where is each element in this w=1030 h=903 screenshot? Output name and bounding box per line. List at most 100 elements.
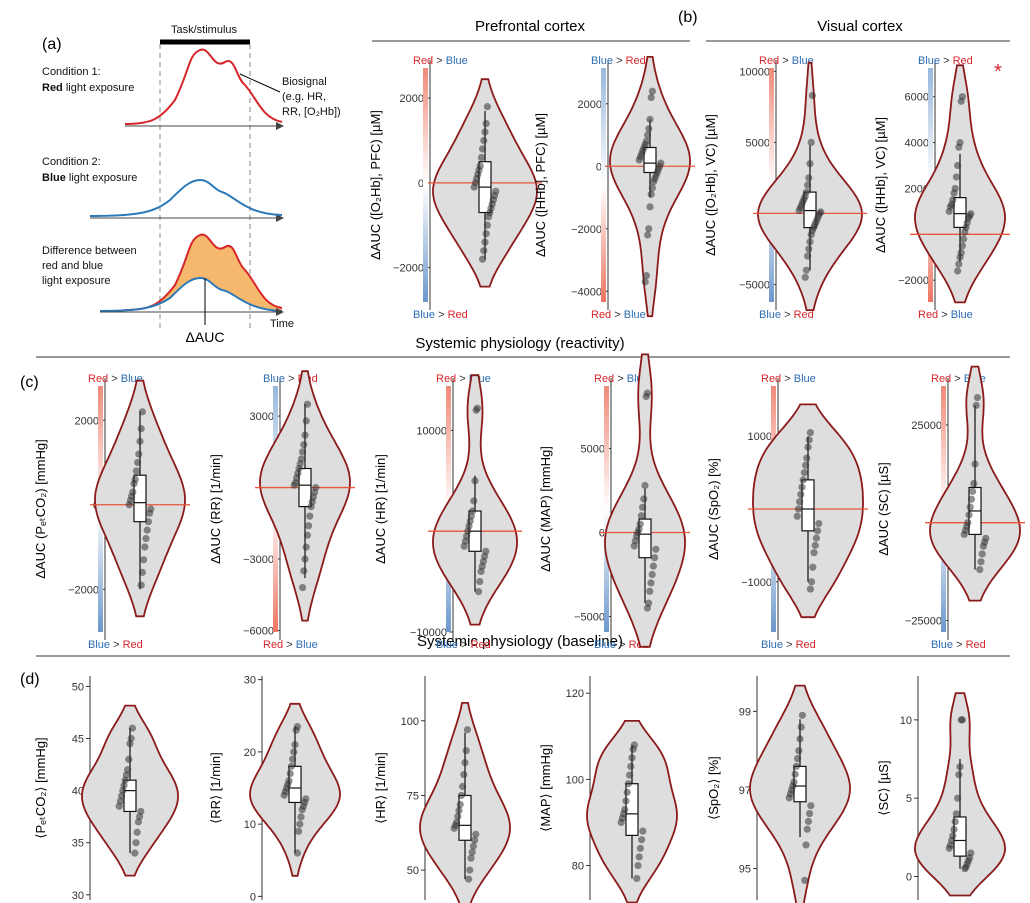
point-d5-4 (794, 754, 802, 763)
point-d4-2 (628, 754, 636, 762)
tick-label-c5-0: −1000 (741, 577, 772, 589)
point-d3-15 (468, 848, 476, 856)
point-c5-7 (798, 483, 806, 491)
point-a2-4 (644, 131, 652, 139)
point-d3-17 (466, 866, 474, 874)
point-c2-20 (302, 543, 310, 551)
point-d4-5 (624, 780, 633, 788)
colorbar-top-label-a2: Blue > Red (591, 55, 646, 67)
colorbar-top-label-a2-first: Blue (591, 55, 613, 67)
biosignal-pointer (239, 73, 281, 93)
tick-label-a2-0: −4000 (571, 286, 602, 298)
colorbar-top-label-a1: Red > Blue (413, 55, 468, 67)
point-c4-1 (642, 392, 650, 401)
point-c3-11 (460, 542, 468, 550)
point-d4-15 (635, 853, 643, 861)
point-d3-7 (455, 806, 463, 815)
point-a1-21 (481, 238, 489, 246)
point-c2-11 (290, 481, 298, 489)
colorbar-top-label-c3-gt: > (456, 373, 469, 385)
y-label-d4: ⟨MAP⟩ [mmHg] (538, 744, 553, 831)
point-c4-12 (652, 545, 660, 553)
colorbar-bottom-label-c1: Blue > Red (88, 639, 143, 651)
point-c4-15 (648, 570, 656, 579)
colorbar-top-label-c3: Red > Blue (436, 373, 491, 385)
colorbar-top-label-a1-second: Blue (446, 55, 468, 67)
point-d4-12 (639, 827, 647, 835)
point-d4-16 (634, 861, 642, 870)
point-d4-11 (617, 818, 625, 827)
point-c5-11 (793, 512, 801, 520)
point-c3-3 (470, 497, 478, 505)
point-c5-18 (808, 578, 816, 586)
point-b1-11 (795, 206, 803, 215)
point-d6-4 (954, 794, 962, 802)
point-b1-4 (804, 181, 812, 189)
point-d4-1 (629, 745, 637, 753)
point-d4-3 (627, 762, 635, 771)
point-d3-16 (467, 854, 475, 862)
point-c1-5 (132, 467, 140, 475)
colorbar-bottom-label-a2-first: Red (591, 309, 611, 321)
point-c1-4 (134, 458, 142, 467)
point-c3-16 (477, 567, 485, 576)
colorbar-bottom-label-c6-second: Red (966, 639, 986, 651)
point-d5-2 (796, 735, 804, 743)
point-c1-19 (138, 568, 146, 576)
colorbar-bottom-label-a2: Red > Blue (591, 309, 646, 321)
tick-label-a2-3: 2000 (578, 99, 602, 111)
point-d5-16 (802, 841, 810, 849)
signal-red-diff (124, 233, 283, 311)
colorbar-bottom-label-c6-gt: > (953, 639, 966, 651)
point-c1-2 (136, 437, 144, 445)
colorbar-bottom-label-c6-first: Blue (931, 639, 953, 651)
box-c2 (298, 467, 312, 508)
point-c1-15 (143, 526, 151, 534)
point-d5-14 (804, 817, 813, 826)
point-c5-1 (805, 436, 813, 444)
colorbar-bottom-label-b2: Red > Blue (918, 309, 973, 321)
point-d3-1 (462, 747, 470, 755)
point-c5-9 (796, 498, 804, 506)
colorbar-top-label-c1-gt: > (108, 373, 121, 385)
point-d4-13 (638, 836, 646, 844)
y-label-d3: ⟨HR⟩ [1/min] (373, 752, 388, 824)
schematic: Task/stimulus Condition 1: Red light exp… (42, 24, 341, 345)
tick-label-d1-0: 30 (72, 890, 84, 902)
tick-label-c1-0: −2000 (68, 584, 99, 596)
tick-label-d2-3: 30 (244, 675, 256, 687)
point-d4-14 (636, 844, 645, 852)
point-d5-3 (795, 747, 803, 755)
point-c5-16 (810, 549, 818, 557)
point-c3-2 (471, 477, 479, 485)
point-a1-11 (470, 183, 478, 191)
colorbar-top-label-c5-gt: > (781, 373, 794, 385)
y-label-d2: ⟨RR⟩ [1/min] (208, 752, 223, 824)
point-c4-2 (641, 481, 649, 490)
box-b2 (953, 197, 967, 229)
point-c2-21 (301, 555, 309, 563)
point-d3-3 (460, 770, 468, 779)
colorbar-top-label-c4-gt: > (614, 373, 627, 385)
axis-arrow-cond1 (276, 122, 284, 130)
panel-letter-d: (d) (20, 671, 40, 688)
point-a2-18 (650, 178, 658, 186)
point-c1-16 (142, 534, 150, 543)
point-d5-15 (803, 825, 811, 833)
signal-blue-diff (99, 276, 283, 312)
colorbar-top-label-b1: Red > Blue (759, 55, 814, 67)
point-c1-0 (138, 408, 146, 416)
colorbar-top-label-a2-gt: > (613, 55, 626, 67)
point-d6-6 (951, 818, 959, 826)
tick-label-d2-2: 20 (244, 747, 256, 759)
point-d2-2 (291, 741, 299, 749)
point-c5-12 (815, 519, 823, 528)
colorbar-bottom-label-c6: Blue > Red (931, 639, 986, 651)
point-b2-23 (954, 267, 962, 275)
tick-label-b2-0: −2000 (898, 275, 929, 287)
point-c4-13 (651, 554, 659, 562)
point-d2-15 (298, 806, 306, 814)
colorbar-bottom-label-c1-first: Blue (88, 639, 110, 651)
colorbar-bottom-label-c1-second: Red (123, 639, 143, 651)
